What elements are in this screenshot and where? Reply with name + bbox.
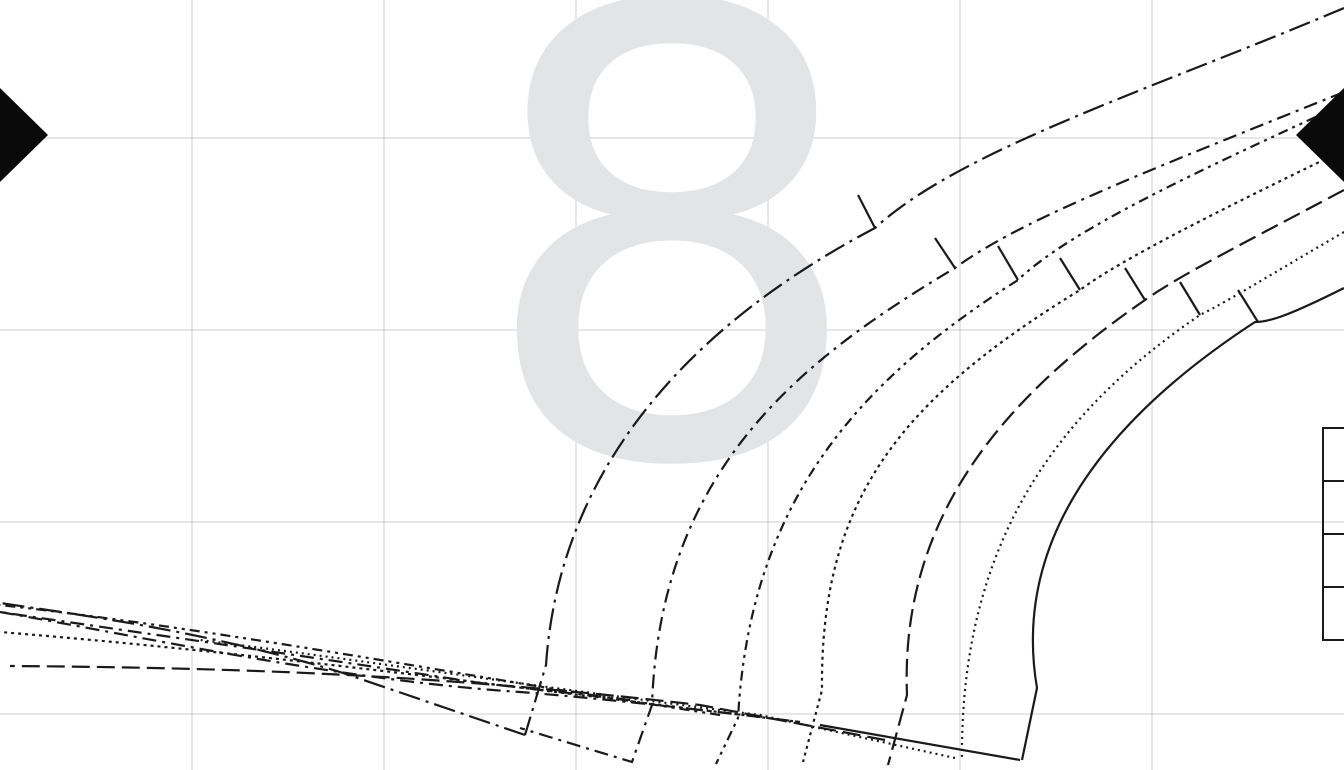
size-line-2 (0, 90, 1344, 764)
pattern-lines (0, 6, 1344, 766)
size-line-2-notch (934, 237, 956, 269)
page-number-watermark: 8 (475, 0, 869, 602)
left-notch-marker (0, 88, 48, 182)
size-line-7 (819, 287, 1344, 762)
size-line-1 (0, 6, 1344, 737)
size-line-5-notch (1124, 267, 1146, 301)
size-line-6 (199, 231, 1344, 761)
right-notch-marker (1296, 88, 1344, 182)
size-line-4-notch (1059, 257, 1081, 291)
size-line-2-hem (0, 610, 801, 724)
size-line-5 (9, 189, 1344, 766)
size-line-6-notch (1179, 281, 1201, 316)
size-line-4 (0, 149, 1344, 763)
size-line-3 (0, 103, 1344, 765)
size-line-7-notch (1237, 289, 1259, 323)
scale-check-box (1322, 427, 1344, 641)
size-line-1-notch (857, 194, 876, 229)
size-line-3-notch (997, 245, 1019, 281)
